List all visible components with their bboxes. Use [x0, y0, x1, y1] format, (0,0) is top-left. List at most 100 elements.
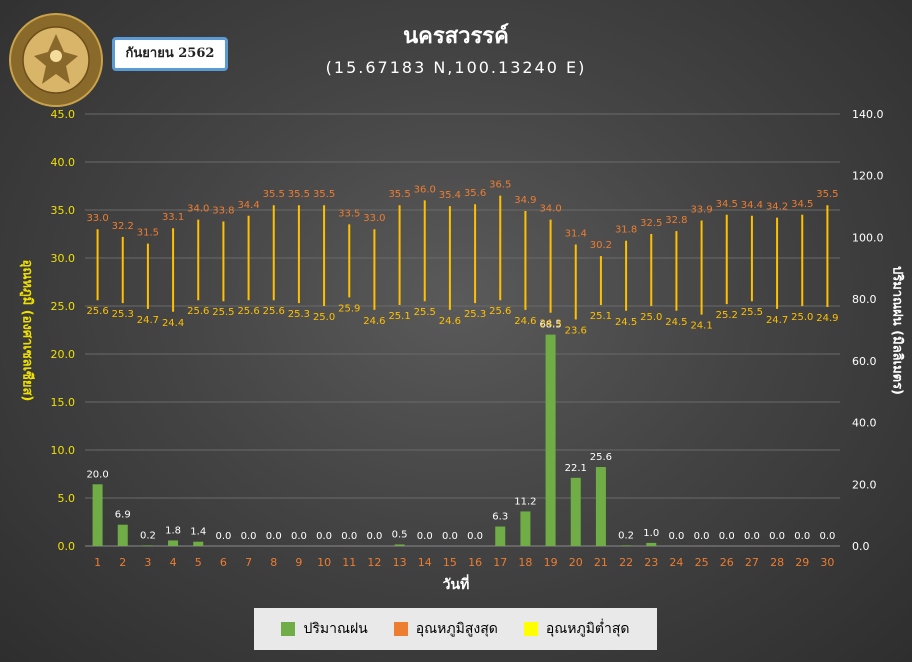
x-tick-label: 7 [245, 556, 252, 569]
tmax-data-label: 35.4 [439, 190, 461, 201]
tmin-data-label: 25.5 [414, 307, 436, 318]
x-tick-label: 8 [270, 556, 277, 569]
rain-data-label: 0.0 [694, 531, 710, 542]
tmin-data-label: 25.9 [338, 303, 360, 314]
rain-data-label: 0.0 [341, 531, 357, 542]
tmax-data-label: 32.5 [640, 218, 662, 229]
tmax-data-label: 34.9 [514, 195, 536, 206]
tmax-data-label: 36.5 [489, 180, 511, 191]
tmax-data-label: 34.2 [766, 202, 788, 213]
x-tick-label: 9 [295, 556, 302, 569]
right-axis-label: ปริมาณฝน (มิลลิเมตร) [889, 265, 905, 396]
tmin-data-label: 25.6 [263, 306, 285, 317]
tmax-data-label: 35.5 [816, 189, 838, 200]
x-tick-label: 19 [544, 556, 558, 569]
tmax-data-label: 34.5 [716, 199, 738, 210]
rain-data-label: 1.8 [165, 525, 181, 536]
rain-bar [92, 484, 103, 546]
tmin-data-label: 24.1 [690, 321, 712, 332]
tmin-data-label: 24.3 [539, 319, 561, 330]
rain-bar [595, 467, 606, 546]
rain-bar [193, 541, 204, 546]
x-tick-label: 22 [619, 556, 633, 569]
rain-data-label: 0.0 [316, 531, 332, 542]
x-tick-label: 18 [518, 556, 532, 569]
right-tick-label: 140.0 [852, 108, 884, 121]
rain-data-label: 22.1 [565, 463, 587, 474]
rain-data-label: 0.0 [668, 531, 684, 542]
rain-data-label: 0.0 [366, 531, 382, 542]
left-tick-label: 35.0 [51, 204, 76, 217]
rain-bar [142, 545, 153, 546]
tmax-data-label: 33.1 [162, 212, 184, 223]
right-tick-label: 60.0 [852, 355, 877, 368]
x-tick-label: 30 [820, 556, 834, 569]
tmin-data-label: 25.5 [741, 307, 763, 318]
left-tick-label: 5.0 [58, 492, 76, 505]
rain-data-label: 6.3 [492, 512, 508, 523]
tmin-data-label: 24.7 [137, 315, 159, 326]
tmax-data-label: 35.5 [388, 189, 410, 200]
left-tick-label: 30.0 [51, 252, 76, 265]
x-tick-label: 21 [594, 556, 608, 569]
rain-data-label: 0.0 [794, 531, 810, 542]
legend-label-rain: ปริมาณฝน [303, 621, 368, 637]
tmin-data-label: 25.2 [716, 310, 738, 321]
left-tick-label: 10.0 [51, 444, 76, 457]
rain-bar [621, 545, 632, 546]
rain-data-label: 0.2 [618, 530, 634, 541]
tmin-data-label: 24.6 [514, 316, 536, 327]
rain-bar [117, 524, 128, 546]
rain-bar [168, 540, 179, 546]
x-tick-label: 24 [669, 556, 683, 569]
x-tick-label: 5 [195, 556, 202, 569]
tmax-data-label: 34.5 [791, 199, 813, 210]
x-tick-label: 1 [94, 556, 101, 569]
x-tick-label: 11 [342, 556, 356, 569]
legend-label-tmin: อุณหภูมิต่ำสุด [545, 621, 630, 637]
right-tick-label: 120.0 [852, 170, 884, 183]
tmin-data-label: 25.1 [590, 311, 612, 322]
right-tick-label: 40.0 [852, 417, 877, 430]
rain-data-label: 0.0 [241, 531, 257, 542]
rain-data-label: 0.0 [467, 531, 483, 542]
chart-coordinates: (15.67183 N,100.13240 E) [325, 58, 587, 77]
rain-bar [520, 511, 531, 546]
right-tick-label: 80.0 [852, 293, 877, 306]
x-tick-label: 13 [393, 556, 407, 569]
rain-data-label: 0.0 [769, 531, 785, 542]
tmax-data-label: 34.0 [187, 204, 209, 215]
tmax-data-label: 35.5 [263, 189, 285, 200]
x-tick-label: 6 [220, 556, 227, 569]
tmax-data-label: 32.8 [665, 215, 687, 226]
left-tick-label: 0.0 [58, 540, 76, 553]
tmin-data-label: 25.3 [112, 309, 134, 320]
tmin-data-label: 24.5 [665, 317, 687, 328]
rain-data-label: 0.0 [417, 531, 433, 542]
rain-data-label: 25.6 [590, 452, 612, 463]
x-tick-label: 4 [170, 556, 177, 569]
tmax-data-label: 30.2 [590, 240, 612, 251]
tmin-data-label: 24.6 [439, 316, 461, 327]
legend-label-tmax: อุณหภูมิสูงสุด [415, 621, 498, 637]
rain-data-label: 20.0 [86, 469, 108, 480]
x-tick-label: 27 [745, 556, 759, 569]
tmax-data-label: 31.5 [137, 228, 159, 239]
tmin-data-label: 24.5 [615, 317, 637, 328]
tmin-data-label: 24.6 [363, 316, 385, 327]
tmax-data-label: 35.6 [464, 188, 486, 199]
rain-data-label: 1.4 [190, 527, 206, 538]
right-tick-label: 20.0 [852, 478, 877, 491]
tmax-data-label: 35.5 [288, 189, 310, 200]
tmax-data-label: 32.2 [112, 221, 134, 232]
rain-data-label: 6.9 [115, 510, 131, 521]
rain-data-label: 0.0 [266, 531, 282, 542]
rain-bar [570, 477, 581, 546]
tmax-data-label: 33.8 [212, 206, 234, 217]
tmin-data-label: 25.0 [313, 312, 335, 323]
rain-data-label: 0.0 [719, 531, 735, 542]
legend-item-tmin: อุณหภูมิต่ำสุด [523, 618, 630, 640]
tmax-data-label: 36.0 [414, 184, 436, 195]
tmax-data-label: 35.5 [313, 189, 335, 200]
